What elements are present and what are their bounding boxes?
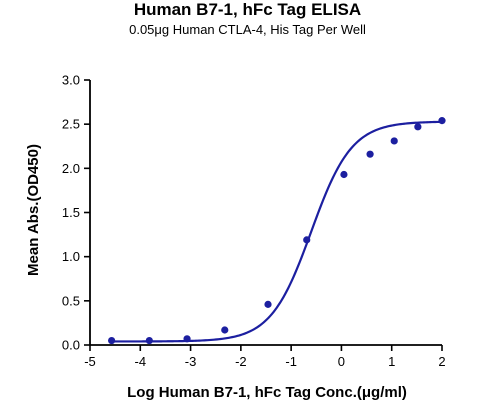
x-tick-label: -1 xyxy=(285,354,297,369)
data-point xyxy=(390,137,398,145)
data-point xyxy=(145,336,153,345)
y-tick-label: 1.5 xyxy=(62,205,80,220)
x-axis-label: Log Human B7-1, hFc Tag Conc.(μg/ml) xyxy=(127,384,407,400)
chart-subtitle: 0.05μg Human CTLA-4, His Tag Per Well xyxy=(129,22,366,37)
data-points-layer xyxy=(108,117,446,345)
y-tick-label: 2.5 xyxy=(62,117,80,132)
chart-title: Human B7-1, hFc Tag ELISA xyxy=(133,0,362,19)
y-tick-label: 1.0 xyxy=(62,249,80,264)
x-tick-label: -3 xyxy=(185,354,197,369)
fit-curve xyxy=(111,120,443,343)
data-point xyxy=(108,336,116,345)
x-tick-label: -4 xyxy=(135,354,147,369)
data-point xyxy=(264,300,272,308)
y-tick-label: 2.0 xyxy=(62,161,80,176)
y-tick-label: 0.5 xyxy=(62,293,80,308)
x-tick-label: 0 xyxy=(338,354,345,369)
x-tick-label: 1 xyxy=(388,354,395,369)
x-tick-label: -2 xyxy=(235,354,247,369)
x-tick-label: -5 xyxy=(84,354,96,369)
ticks: -5 -4 -3 -2 -1 0 1 2 0.0 0.5 1.0 1.5 2.0 2.5 3.0 xyxy=(62,73,446,370)
data-point xyxy=(340,170,348,179)
data-point xyxy=(303,236,311,244)
y-tick-label: 0.0 xyxy=(62,338,80,353)
data-point xyxy=(414,123,422,131)
data-point xyxy=(183,335,191,343)
y-axis-label: Mean Abs.(OD450) xyxy=(25,144,42,276)
fit-curve-layer xyxy=(111,120,443,343)
x-tick-label: 2 xyxy=(438,354,445,369)
data-point xyxy=(221,326,229,334)
data-point xyxy=(366,150,374,158)
y-tick-label: 3.0 xyxy=(62,73,80,88)
data-point xyxy=(438,117,446,125)
